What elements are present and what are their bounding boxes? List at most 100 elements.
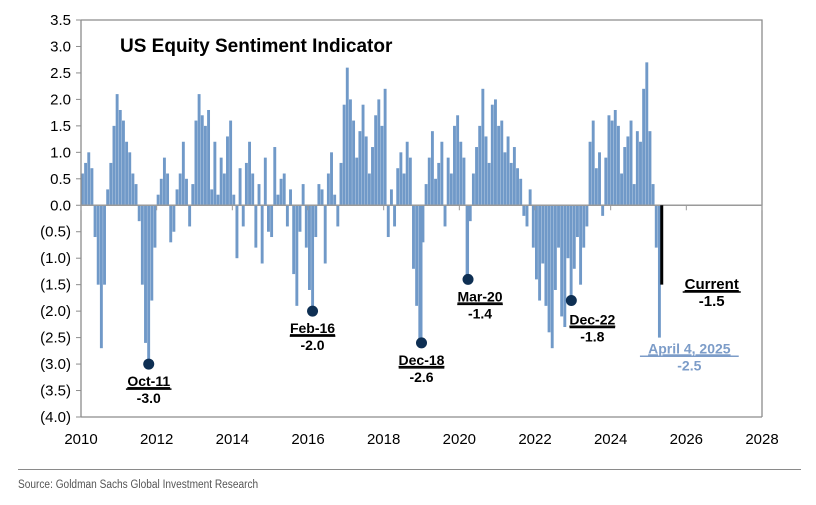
axes-layer: 3.5 3.0 2.5 2.0 1.5 1.0 0.5 0.0 (0.5) (1.0) (1.5) (… — [40, 12, 779, 448]
bar — [418, 205, 422, 343]
bar — [229, 120, 233, 206]
bar — [610, 120, 614, 206]
bar — [251, 173, 255, 206]
bar — [519, 178, 523, 206]
bar — [106, 189, 110, 206]
bar — [380, 125, 384, 206]
bar — [317, 184, 321, 206]
y-tick-label: 3.5 — [50, 12, 71, 29]
bar — [582, 205, 586, 248]
y-tick-label: 2.0 — [50, 91, 71, 108]
bar — [645, 62, 649, 206]
bar — [87, 152, 91, 206]
bar — [308, 205, 311, 290]
bar — [361, 104, 365, 206]
bar — [121, 120, 125, 206]
bar — [607, 115, 611, 206]
bar — [304, 205, 308, 248]
bar — [222, 173, 226, 206]
bar — [430, 131, 434, 206]
y-tick-label: (3.5) — [40, 383, 71, 400]
y-tick-label: 2.5 — [50, 65, 71, 82]
bar — [522, 205, 526, 216]
bar — [96, 205, 100, 285]
bar — [648, 131, 652, 206]
bar — [298, 205, 302, 232]
bar — [162, 157, 166, 206]
annotation-marker — [307, 305, 319, 317]
bar — [412, 205, 415, 269]
bar — [462, 157, 466, 206]
bar — [541, 205, 545, 264]
bar — [188, 205, 192, 227]
bar — [194, 120, 198, 206]
bar — [93, 205, 97, 238]
bar — [620, 173, 624, 206]
bar — [550, 205, 554, 349]
bar — [632, 184, 636, 206]
y-tick-label: 0.0 — [50, 197, 71, 214]
bar — [654, 205, 658, 248]
bar — [336, 205, 340, 227]
bar — [427, 157, 431, 206]
bar — [355, 157, 359, 206]
bar — [314, 205, 318, 238]
bar — [207, 109, 211, 206]
y-tick-label: (3.0) — [40, 356, 71, 373]
annotation-label: Dec-18 — [399, 352, 445, 368]
bar — [178, 173, 182, 206]
bar — [323, 205, 327, 264]
bar — [292, 205, 296, 275]
bar — [128, 152, 132, 206]
bar — [531, 205, 535, 248]
bar — [140, 205, 144, 285]
bar — [295, 205, 299, 306]
annotation-value: -2.6 — [409, 369, 433, 385]
y-tick-label: (4.0) — [40, 409, 71, 426]
annotation-label: April 4, 2025 — [648, 340, 731, 356]
annotation-label: Mar-20 — [457, 288, 502, 304]
bar — [456, 115, 460, 206]
bar — [326, 173, 330, 206]
bar — [166, 173, 170, 206]
bar — [642, 88, 646, 206]
bar — [604, 157, 608, 206]
bar — [629, 120, 633, 206]
bar — [213, 141, 217, 206]
bar — [471, 173, 475, 206]
bar — [374, 115, 378, 206]
annotation-marker — [462, 273, 474, 285]
bar — [342, 104, 346, 206]
bar — [348, 99, 352, 206]
bar — [115, 94, 119, 206]
y-tick-label: (0.5) — [40, 224, 71, 241]
bar — [276, 194, 280, 206]
bar — [285, 205, 289, 227]
annotation-value: -2.5 — [677, 357, 701, 373]
bar — [572, 205, 576, 269]
bar — [393, 205, 397, 227]
y-tick-label: 1.0 — [50, 144, 71, 161]
bar — [191, 184, 195, 206]
bar — [364, 136, 368, 206]
bar — [345, 67, 349, 206]
bar — [544, 205, 548, 306]
x-tick-label: 2012 — [140, 431, 173, 448]
bar — [118, 109, 122, 206]
bar — [175, 189, 179, 206]
bar — [594, 168, 598, 206]
annotations-layer: Oct-11-3.0 Feb-16-2.0 Dec-18-2.6 Mar-20-1.4… — [125, 205, 741, 406]
annotation-label: Dec-22 — [569, 312, 615, 328]
bar — [566, 205, 570, 259]
bar — [424, 184, 428, 206]
bar — [273, 147, 277, 206]
bar — [383, 88, 387, 206]
bar — [203, 125, 207, 206]
bar — [588, 141, 592, 206]
bar — [112, 125, 116, 206]
y-tick-label: (1.0) — [40, 250, 71, 267]
bar — [481, 88, 485, 206]
x-tick-label: 2014 — [216, 431, 249, 448]
y-tick-label: (2.0) — [40, 303, 71, 320]
bar — [475, 147, 478, 206]
